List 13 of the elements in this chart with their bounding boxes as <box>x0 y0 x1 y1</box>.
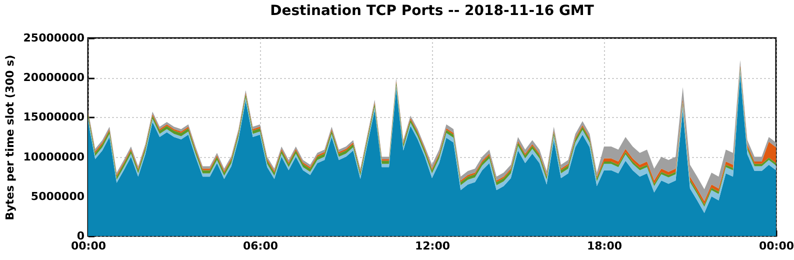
y-tick-label: 10000000 <box>23 150 85 164</box>
y-tick-label: 5000000 <box>30 190 85 203</box>
x-tick-label: 18:00 <box>586 240 622 252</box>
x-tick-label: 12:00 <box>414 240 450 252</box>
y-tick-label: 20000000 <box>23 71 85 84</box>
chart-title: Destination TCP Ports -- 2018-11-16 GMT <box>270 3 594 19</box>
y-axis-title: Bytes per time slot (300 s) <box>3 54 16 220</box>
x-tick-label: 06:00 <box>242 240 278 252</box>
x-tick-label: 00:00 <box>758 240 794 252</box>
y-tick-label: 0 <box>76 230 85 242</box>
y-tick-label: 25000000 <box>23 32 85 44</box>
y-tick-label: 15000000 <box>23 110 85 124</box>
x-tick-label: 00:00 <box>70 240 106 252</box>
